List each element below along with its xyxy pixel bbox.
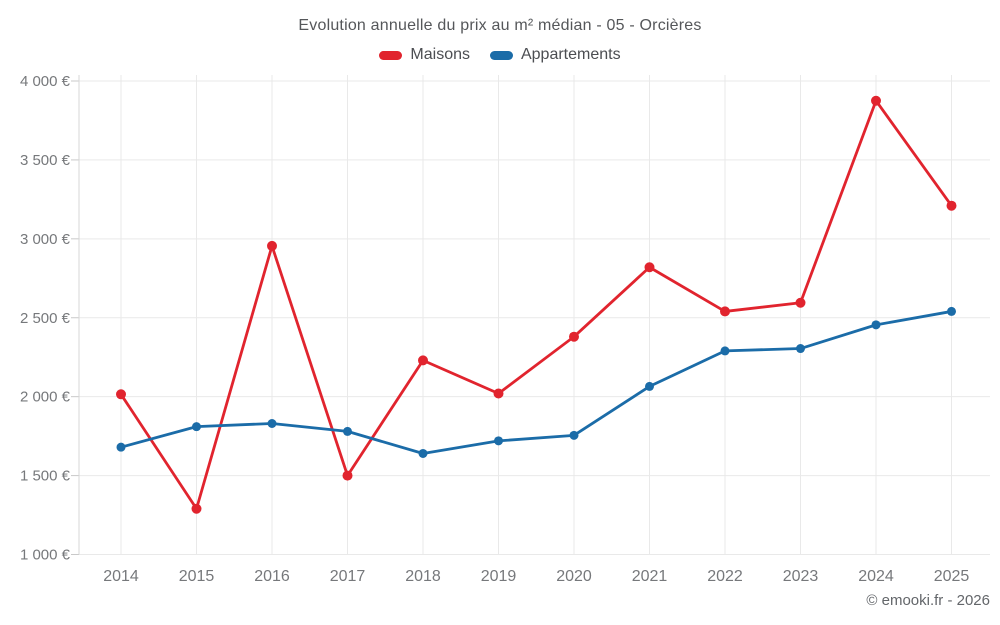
data-point-appartements-2025[interactable] [947, 306, 956, 316]
legend-item-appartements[interactable]: Appartements [489, 46, 621, 64]
data-point-maisons-2016[interactable] [267, 240, 277, 251]
legend-swatch-appartements-icon [489, 50, 513, 60]
x-axis-label: 2020 [556, 568, 592, 585]
x-axis-label: 2015 [179, 568, 215, 585]
legend-swatch-maisons-icon [379, 50, 403, 60]
data-point-maisons-2025[interactable] [946, 200, 957, 211]
x-axis-label: 2021 [632, 568, 668, 585]
legend-item-maisons[interactable]: Maisons [379, 46, 470, 64]
data-point-appartements-2014[interactable] [116, 442, 126, 452]
data-point-appartements-2018[interactable] [418, 448, 428, 458]
x-axis-label: 2016 [254, 568, 290, 585]
data-point-appartements-2023[interactable] [796, 344, 805, 354]
data-point-appartements-2022[interactable] [720, 346, 730, 356]
data-point-maisons-2017[interactable] [342, 470, 353, 481]
data-point-appartements-2021[interactable] [645, 381, 654, 391]
y-axis-label: 1 000 € [20, 547, 71, 564]
data-point-appartements-2017[interactable] [343, 426, 352, 436]
y-axis-label: 2 500 € [20, 310, 71, 327]
data-point-appartements-2020[interactable] [569, 430, 579, 440]
credit-text: © emooki.fr - 2026 [866, 592, 990, 609]
data-point-maisons-2018[interactable] [418, 355, 428, 366]
legend-label-maisons: Maisons [410, 46, 470, 63]
y-axis-label: 2 000 € [20, 389, 71, 406]
x-axis-label: 2019 [481, 568, 517, 585]
data-point-maisons-2020[interactable] [569, 331, 579, 342]
series-line-maisons [119, 99, 953, 511]
data-point-maisons-2022[interactable] [720, 306, 730, 317]
x-axis-label: 2022 [707, 568, 743, 585]
series-line-appartements [119, 310, 953, 455]
x-axis-label: 2014 [103, 568, 139, 585]
chart-title: Evolution annuelle du prix au m² médian … [298, 17, 702, 34]
data-point-appartements-2015[interactable] [192, 422, 201, 432]
y-axis-label: 1 500 € [20, 468, 71, 485]
y-axis-label: 3 000 € [20, 231, 71, 248]
data-point-maisons-2014[interactable] [116, 389, 126, 400]
x-axis-label: 2025 [934, 568, 970, 585]
data-point-maisons-2021[interactable] [644, 262, 655, 273]
data-point-appartements-2016[interactable] [267, 418, 277, 428]
data-point-maisons-2015[interactable] [191, 503, 202, 514]
data-point-appartements-2024[interactable] [871, 320, 881, 330]
data-point-maisons-2023[interactable] [795, 297, 806, 308]
x-axis-label: 2018 [405, 568, 441, 585]
y-axis-label: 4 000 € [20, 73, 71, 90]
data-point-appartements-2019[interactable] [494, 436, 503, 446]
data-point-maisons-2019[interactable] [493, 388, 504, 399]
x-axis-label: 2023 [783, 568, 819, 585]
data-point-maisons-2024[interactable] [871, 95, 881, 106]
y-axis-label: 3 500 € [20, 152, 71, 169]
x-axis-label: 2017 [330, 568, 366, 585]
x-axis-label: 2024 [858, 568, 894, 585]
chart-legend: Maisons Appartements [0, 46, 1000, 64]
legend-label-appartements: Appartements [520, 46, 621, 63]
